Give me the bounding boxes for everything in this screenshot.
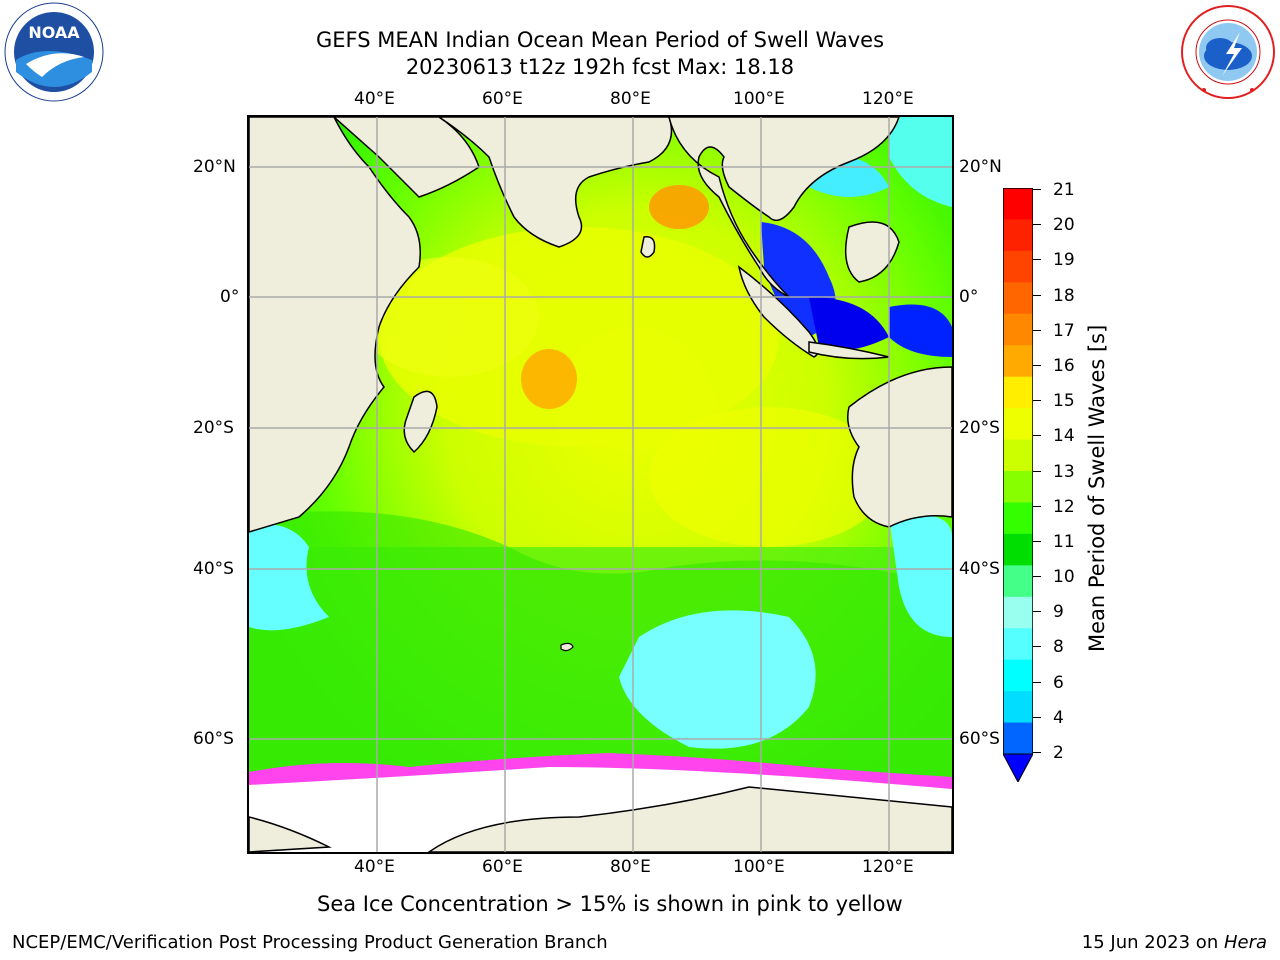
colorbar-swatch [1003, 722, 1033, 755]
colorbar-tick-label: 10 [1053, 567, 1075, 588]
colorbar-tick-label: 9 [1053, 602, 1064, 623]
se-asia-land [668, 117, 900, 298]
colorbar-tick-mark [1033, 329, 1041, 331]
swell-period-field [249, 117, 952, 852]
left-lat-label: 20°S [193, 418, 234, 438]
colorbar-tick-label: 2 [1053, 743, 1064, 763]
colorbar-tick-label: 18 [1053, 285, 1075, 306]
top-lon-label: 100°E [733, 89, 785, 109]
colorbar-tick-label: 17 [1053, 320, 1075, 341]
right-lat-label: 60°S [959, 729, 1000, 749]
right-lat-label: 20°N [959, 157, 1002, 177]
colorbar-swatch [1003, 596, 1033, 629]
colorbar-tick-label: 4 [1053, 707, 1064, 728]
colorbar-tick-mark [1033, 752, 1041, 753]
top-lon-label: 60°E [482, 89, 523, 109]
colorbar-swatch [1003, 219, 1033, 252]
colorbar-swatch [1003, 502, 1033, 535]
right-lat-label: 0° [959, 287, 979, 307]
bottom-lon-label: 80°E [610, 857, 651, 877]
map-panel [247, 115, 954, 854]
left-lat-label: 0° [220, 287, 240, 307]
left-lat-label: 60°S [193, 729, 234, 749]
colorbar-tick-mark [1033, 611, 1041, 613]
india-land [437, 117, 673, 248]
top-lon-label: 80°E [610, 89, 651, 109]
colorbar-tick-mark [1033, 189, 1041, 190]
colorbar-tick-mark [1033, 259, 1041, 261]
colorbar [1002, 187, 1034, 784]
colorbar-tick-mark [1033, 505, 1041, 507]
colorbar-extend-arrow [1002, 753, 1034, 784]
left-lat-label: 40°S [193, 559, 234, 579]
bottom-lon-label: 100°E [733, 857, 785, 877]
colorbar-swatch [1003, 533, 1033, 566]
colorbar-swatch [1003, 376, 1033, 409]
colorbar-tick-label: 20 [1053, 215, 1075, 236]
colorbar-tick-label: 21 [1053, 180, 1075, 200]
colorbar-label: Mean Period of Swell Waves [s] [1085, 324, 1109, 652]
colorbar-swatches [1002, 187, 1034, 784]
bottom-lon-label: 60°E [482, 857, 523, 877]
colorbar-swatch [1003, 313, 1033, 346]
antarctica-land [427, 786, 952, 852]
colorbar-tick-label: 15 [1053, 391, 1075, 412]
colorbar-tick-mark [1033, 364, 1041, 366]
sea-ice-note: Sea Ice Concentration > 15% is shown in … [317, 892, 903, 916]
nws-logo [1178, 2, 1278, 102]
colorbar-swatch [1003, 250, 1033, 283]
footer-date-text: 15 Jun 2023 on [1081, 932, 1224, 953]
bottom-lon-label: 40°E [354, 857, 395, 877]
colorbar-tick-mark [1033, 470, 1041, 472]
footer-machine: Hera [1223, 932, 1267, 953]
footer-credit: NCEP/EMC/Verification Post Processing Pr… [12, 932, 608, 953]
colorbar-swatch [1003, 691, 1033, 724]
colorbar-swatch [1003, 188, 1033, 220]
colorbar-tick-label: 6 [1053, 672, 1064, 693]
colorbar-tick-label: 13 [1053, 461, 1075, 482]
right-lat-label: 20°S [959, 418, 1000, 438]
colorbar-tick-mark [1033, 400, 1041, 402]
colorbar-tick-mark [1033, 646, 1041, 648]
australia-land [847, 366, 952, 528]
colorbar-tick-mark [1033, 294, 1041, 296]
colorbar-tick-mark [1033, 681, 1041, 683]
colorbar-swatch [1003, 628, 1033, 661]
arabia-land [332, 117, 480, 198]
graticule [249, 117, 952, 852]
colorbar-tick-label: 12 [1053, 496, 1075, 517]
noaa-logo: NOAA [4, 2, 104, 102]
colorbar-tick-label: 14 [1053, 426, 1075, 447]
colorbar-tick-mark [1033, 540, 1041, 542]
colorbar-swatch [1003, 439, 1033, 472]
colorbar-tick-mark [1033, 716, 1041, 718]
top-lon-label: 120°E [862, 89, 914, 109]
footer-date: 15 Jun 2023 on Hera [1082, 932, 1267, 954]
colorbar-tick-mark [1033, 435, 1041, 437]
bottom-lon-label: 120°E [862, 857, 914, 877]
colorbar-tick-label: 19 [1053, 250, 1075, 271]
colorbar-swatch [1003, 345, 1033, 378]
chart-subtitle: 20230613 t12z 192h fcst Max: 18.18 [405, 55, 795, 79]
colorbar-tick-label: 8 [1053, 637, 1064, 658]
colorbar-swatch [1003, 659, 1033, 692]
colorbar-tick-label: 16 [1053, 355, 1075, 376]
colorbar-tick-label: 11 [1053, 531, 1075, 552]
top-lon-label: 40°E [354, 89, 395, 109]
colorbar-swatch [1003, 408, 1033, 441]
left-lat-label: 20°N [193, 157, 236, 177]
colorbar-tick-mark [1033, 576, 1041, 578]
colorbar-swatch [1003, 471, 1033, 503]
colorbar-tick-mark [1033, 224, 1041, 226]
noaa-logo-text: NOAA [28, 23, 80, 42]
colorbar-swatch [1003, 565, 1033, 598]
chart-title: GEFS MEAN Indian Ocean Mean Period of Sw… [315, 28, 885, 52]
colorbar-swatch [1003, 282, 1033, 315]
right-lat-label: 40°S [959, 559, 1000, 579]
madagascar-land [403, 390, 438, 454]
